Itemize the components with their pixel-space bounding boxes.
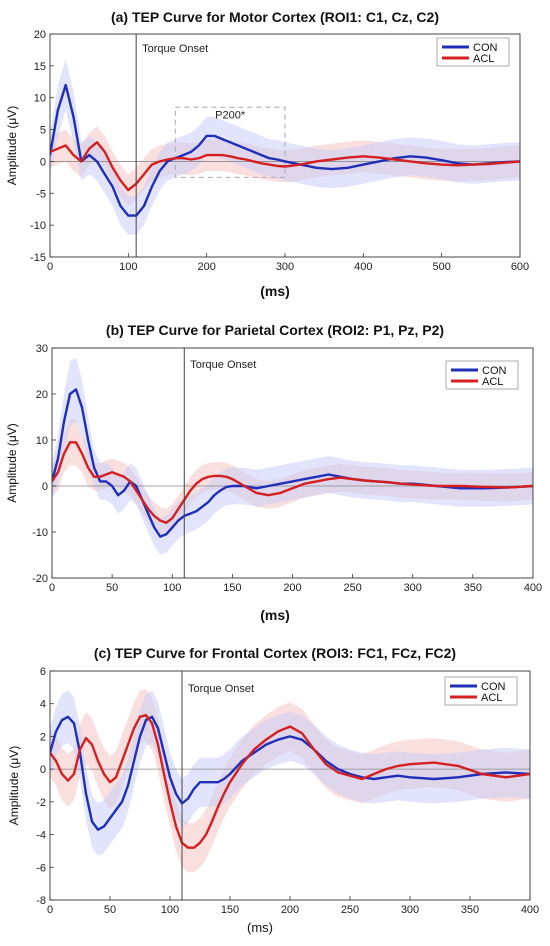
- torque-onset-label: Torque Onset: [190, 359, 256, 371]
- chart-panel-3: (c) TEP Curve for Frontal Cortex (ROI3: …: [7, 645, 539, 935]
- series-line-acl: [50, 714, 530, 849]
- x-tick-label: 300: [276, 261, 294, 273]
- plot-area: [50, 59, 520, 235]
- series-line-con: [50, 83, 520, 217]
- y-tick-label: -15: [30, 252, 46, 264]
- x-tick-label: 100: [119, 261, 137, 273]
- x-tick-label: 200: [283, 582, 301, 594]
- series-line-acl: [50, 141, 520, 192]
- x-axis-label: (ms): [260, 607, 290, 623]
- torque-onset-label: Torque Onset: [142, 43, 208, 55]
- x-tick-label: 150: [223, 582, 241, 594]
- y-tick-label: 15: [34, 61, 46, 73]
- legend-label-con: CON: [482, 365, 507, 377]
- y-tick-label: 5: [40, 125, 46, 137]
- annotation-box: [174, 106, 286, 178]
- chart-title: (c) TEP Curve for Frontal Cortex (ROI3: …: [94, 645, 456, 661]
- y-tick-label: 4: [40, 699, 46, 711]
- legend-label-con: CON: [481, 681, 506, 693]
- confidence-band-con: [50, 690, 530, 856]
- x-tick-label: 400: [524, 582, 542, 594]
- legend-label-acl: ACL: [482, 376, 503, 388]
- y-axis-label: Amplitude (μV): [5, 106, 19, 186]
- x-tick-label: 400: [521, 904, 539, 916]
- legend-label-acl: ACL: [473, 53, 494, 65]
- x-tick-label: 200: [281, 904, 299, 916]
- y-tick-label: 2: [40, 731, 46, 743]
- x-axis-label: (ms): [247, 920, 273, 935]
- y-tick-label: 10: [34, 93, 46, 105]
- x-tick-label: 50: [106, 582, 118, 594]
- confidence-band-con: [50, 59, 520, 235]
- y-axis-label: Amplitude (μV): [7, 746, 21, 826]
- y-tick-label: -8: [36, 895, 46, 907]
- x-tick-label: 300: [404, 582, 422, 594]
- y-tick-label: -2: [36, 797, 46, 809]
- x-tick-label: 0: [49, 582, 55, 594]
- legend-box: [436, 37, 510, 67]
- x-tick-label: 200: [197, 261, 215, 273]
- x-axis-label: (ms): [260, 283, 290, 299]
- x-tick-label: 100: [161, 904, 179, 916]
- x-tick-label: 600: [511, 261, 529, 273]
- y-tick-label: 0: [40, 764, 46, 776]
- x-tick-label: 350: [461, 904, 479, 916]
- y-tick-label: 0: [40, 156, 46, 168]
- x-tick-label: 350: [464, 582, 482, 594]
- x-tick-label: 0: [47, 904, 53, 916]
- y-tick-label: -5: [36, 188, 46, 200]
- y-tick-label: 20: [34, 29, 46, 41]
- chart-panel-2: (b) TEP Curve for Parietal Cortex (ROI2:…: [5, 322, 542, 623]
- annotation-label: P200*: [215, 109, 246, 121]
- chart-title: (b) TEP Curve for Parietal Cortex (ROI2:…: [106, 322, 444, 338]
- torque-onset-label: Torque Onset: [188, 683, 254, 695]
- y-tick-label: 10: [36, 435, 48, 447]
- plot-area: [50, 689, 530, 873]
- chart-panel-1: (a) TEP Curve for Motor Cortex (ROI1: C1…: [5, 9, 529, 299]
- x-tick-label: 150: [221, 904, 239, 916]
- x-tick-label: 50: [104, 904, 116, 916]
- y-tick-label: -10: [30, 220, 46, 232]
- y-tick-label: -4: [36, 830, 46, 842]
- x-tick-label: 0: [47, 261, 53, 273]
- y-tick-label: 6: [40, 666, 46, 678]
- y-tick-label: -6: [36, 862, 46, 874]
- y-tick-label: -20: [32, 573, 48, 585]
- x-tick-label: 400: [354, 261, 372, 273]
- legend-label-acl: ACL: [481, 692, 502, 704]
- x-tick-label: 500: [432, 261, 450, 273]
- x-tick-label: 300: [401, 904, 419, 916]
- y-tick-label: -10: [32, 527, 48, 539]
- chart-title: (a) TEP Curve for Motor Cortex (ROI1: C1…: [111, 9, 439, 25]
- series-line-acl: [52, 441, 533, 524]
- y-tick-label: 0: [42, 481, 48, 493]
- confidence-band-acl: [50, 689, 530, 873]
- x-tick-label: 250: [343, 582, 361, 594]
- x-tick-label: 100: [163, 582, 181, 594]
- plot-area: [52, 357, 533, 555]
- legend-box: [445, 360, 519, 390]
- legend-box: [444, 676, 518, 706]
- y-tick-label: 20: [36, 389, 48, 401]
- series-line-con: [50, 715, 530, 831]
- y-tick-label: 30: [36, 343, 48, 355]
- legend-label-con: CON: [473, 42, 498, 54]
- y-axis-label: Amplitude (μV): [5, 423, 19, 503]
- x-tick-label: 250: [341, 904, 359, 916]
